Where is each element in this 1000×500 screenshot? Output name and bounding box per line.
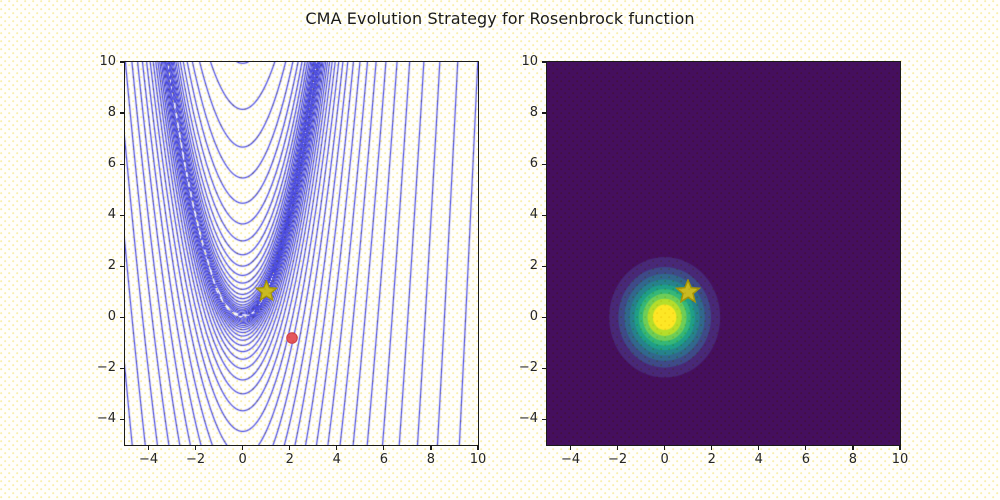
x-tick-mark: [617, 445, 619, 450]
x-tick-label: 0: [660, 452, 669, 467]
x-tick-label: −2: [608, 452, 628, 467]
optimum-star-marker: [675, 278, 702, 304]
y-tick-mark: [542, 316, 546, 318]
y-tick-mark: [120, 214, 124, 216]
y-tick-mark: [542, 265, 546, 267]
y-tick-label: 4: [107, 207, 116, 223]
y-tick-mark: [120, 367, 124, 369]
y-tick-mark: [542, 112, 546, 114]
rosenbrock-contour-canvas: [125, 62, 478, 445]
x-tick-label: −4: [560, 452, 581, 467]
y-tick-label: 4: [529, 207, 538, 223]
y-tick-mark: [120, 265, 124, 267]
y-tick-label: 0: [107, 309, 116, 325]
mean-point-marker: [286, 331, 298, 344]
x-tick-label: 4: [332, 452, 341, 467]
x-tick-mark: [852, 445, 854, 450]
x-tick-label: 2: [285, 452, 294, 467]
y-tick-label: 10: [99, 54, 116, 69]
x-tick-mark: [289, 445, 291, 450]
x-tick-mark: [383, 445, 385, 450]
x-tick-mark: [477, 445, 479, 450]
y-tick-label: 6: [529, 156, 538, 172]
x-tick-label: 2: [707, 452, 716, 467]
y-tick-label: 8: [107, 105, 116, 121]
y-tick-label: 8: [529, 105, 538, 121]
x-tick-mark: [147, 445, 150, 450]
axes-rosenbrock-contour: −4 −2 0 2 4 6 8 10 −4 −2 0 2 4 6 8 10: [97, 55, 486, 467]
y-tick-label: 0: [529, 309, 538, 325]
y-tick-mark: [120, 112, 124, 114]
x-tick-label: 4: [754, 452, 763, 467]
y-tick-mark: [120, 163, 124, 165]
y-tick-mark: [542, 163, 546, 165]
figure-title: CMA Evolution Strategy for Rosenbrock fu…: [305, 9, 695, 28]
y-tick-label: 6: [107, 156, 116, 172]
y-tick-mark: [120, 418, 124, 421]
x-tick-label: −2: [186, 452, 206, 467]
x-tick-mark: [805, 445, 807, 450]
x-tick-mark: [711, 445, 713, 450]
x-tick-mark: [664, 445, 666, 450]
x-tick-label: 0: [238, 452, 247, 467]
x-tick-label: −4: [138, 452, 159, 467]
y-tick-mark: [120, 61, 124, 63]
y-tick-label: 10: [521, 54, 538, 69]
x-tick-label: 10: [891, 452, 909, 467]
x-tick-mark: [899, 445, 901, 450]
x-tick-mark: [569, 445, 572, 450]
x-tick-label: 10: [469, 452, 487, 467]
x-tick-mark: [195, 445, 197, 450]
x-tick-label: 8: [848, 452, 858, 467]
x-tick-mark: [430, 445, 432, 450]
y-tick-label: 2: [529, 258, 538, 274]
optimum-star-marker: [254, 280, 278, 302]
search-distribution-canvas: [547, 62, 900, 445]
x-tick-label: 6: [379, 452, 388, 467]
x-tick-mark: [336, 445, 338, 450]
y-tick-mark: [120, 316, 124, 318]
y-tick-label: −2: [518, 360, 538, 376]
y-tick-mark: [542, 367, 546, 369]
y-tick-mark: [542, 418, 546, 421]
x-tick-mark: [758, 445, 760, 450]
x-tick-mark: [242, 445, 244, 450]
y-tick-label: −2: [96, 360, 116, 376]
axes-search-distribution: −4 −2 0 2 4 6 8 10 −4 −2 0 2 4 6 8 10: [519, 55, 908, 467]
y-tick-label: −4: [96, 411, 116, 427]
y-tick-mark: [542, 61, 546, 63]
x-tick-label: 6: [801, 452, 810, 467]
x-tick-label: 8: [426, 452, 436, 467]
y-tick-mark: [542, 214, 546, 216]
y-tick-label: −4: [518, 411, 538, 427]
y-tick-label: 2: [107, 258, 116, 274]
